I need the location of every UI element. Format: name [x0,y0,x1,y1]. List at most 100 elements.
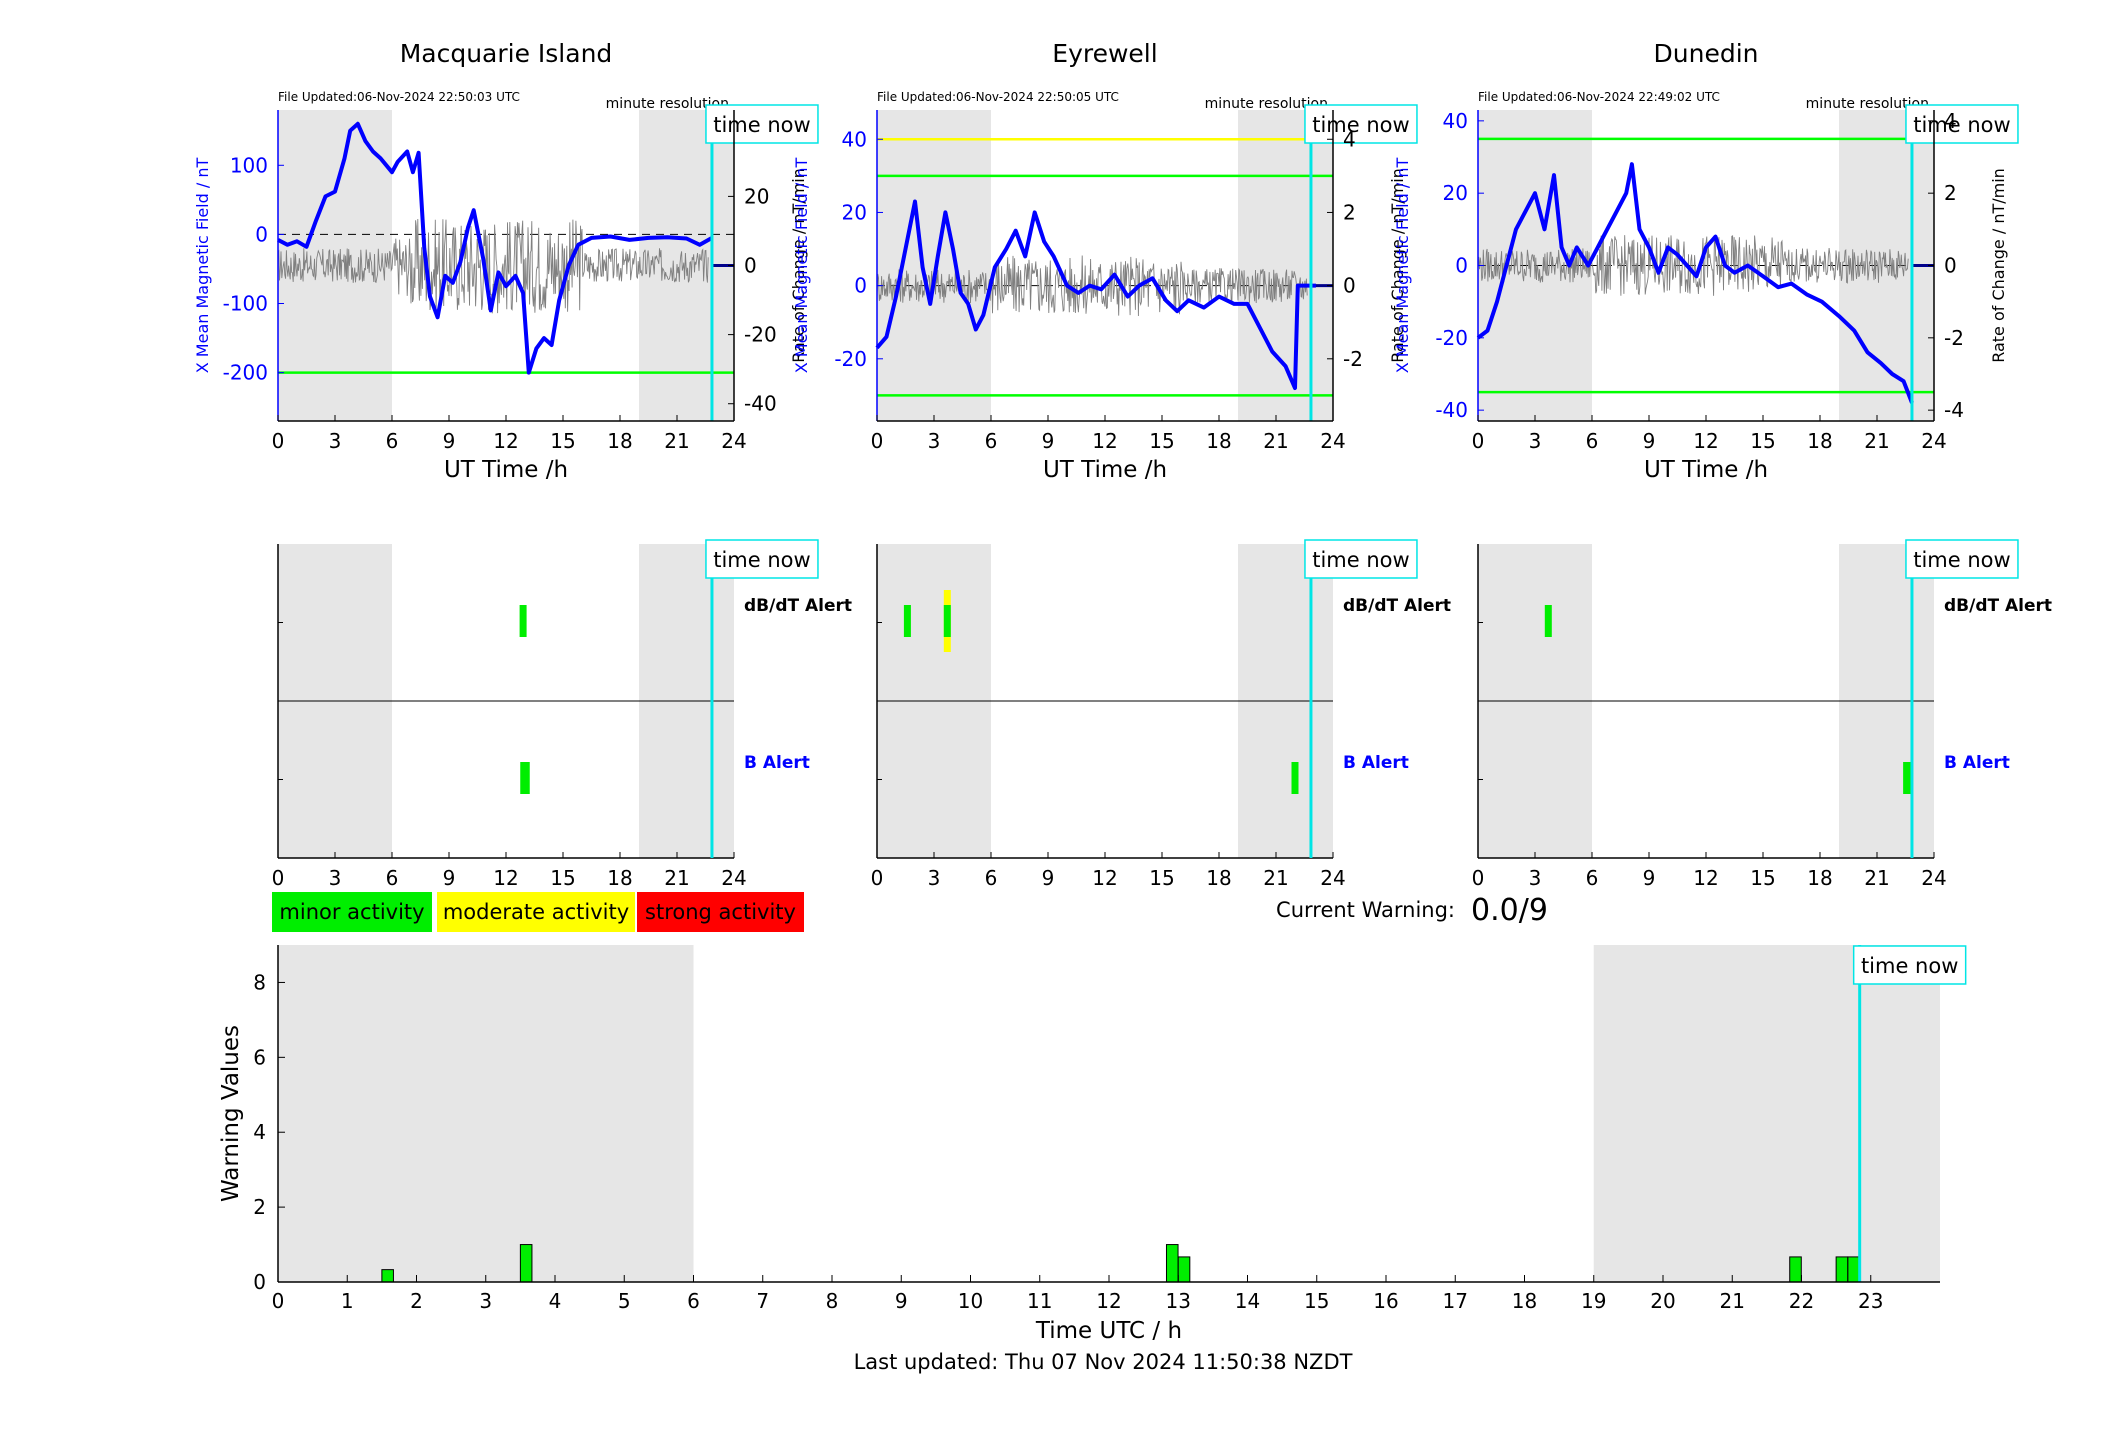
macquarie-alert-panel: time now dB/dT Alert B Alert 0 3 6 9 12 15 18 21 24 [272,539,852,890]
warning-x-tick-label: 4 [549,1289,562,1313]
warning-x-tick-label: 9 [895,1289,908,1313]
eyrewell-dbdt-alert-label: dB/dT Alert [1343,596,1451,616]
eyrewell-alert-x-tick-label: 21 [1263,866,1288,890]
warning-y-tick-label: 8 [253,970,266,994]
warning-x-tick-label: 14 [1235,1289,1260,1313]
macquarie-island-alert-x-tick-label: 9 [443,866,456,890]
warning-x-tick-label: 10 [958,1289,983,1313]
eyrewell-x-tick-label: 18 [1206,429,1231,453]
dunedin-rate-axis-label: Rate of Change / nT/min [1989,168,2008,363]
legend-label-minor: minor activity [279,900,424,924]
warning-bar [1847,1256,1860,1283]
warning-x-tick-label: 3 [479,1289,492,1313]
eyrewell-b-alert-mark [1291,762,1299,794]
warning-y-tick-label: 6 [253,1045,266,1069]
dunedin-alert-time-now-label: time now [1913,548,2010,572]
legend-label-strong: strong activity [645,900,796,924]
warning-night-shade [1593,945,1940,1282]
dunedin-alert-time-now-box [1905,539,2019,579]
legend-swatch-minor [272,892,432,932]
macquarie-island-x-label: UT Time /h [444,457,568,483]
warning-x-tick-label: 5 [618,1289,631,1313]
dunedin-alert-x-tick-label: 0 [1472,866,1485,890]
eyrewell-field-series [875,199,1316,391]
dunedin-alert-x-tick-label: 3 [1529,866,1542,890]
warning-x-tick-label: 23 [1858,1289,1883,1313]
macquarie-island-dbdt-alert-label: dB/dT Alert [744,596,852,616]
warning-time-now-box [1852,945,1967,985]
macquarie-island-alert-x-tick-label: 24 [721,866,746,890]
dunedin-field-series [1476,162,1914,404]
warning-y-tick-label: 0 [253,1270,266,1294]
macquarie-island-field-series [277,121,713,375]
macquarie-island-rate-tick-label: 20 [744,184,769,208]
dunedin-time-now-box [1905,104,2019,144]
warning-night-shade [278,945,694,1282]
dunedin-x-tick-label: 0 [1472,429,1485,453]
warning-x-tick-label: 7 [756,1289,769,1313]
eyrewell-rate-trace [876,255,1308,317]
macquarie-island-field-tick-label: 0 [255,222,268,246]
legend-swatch-strong [637,892,804,932]
dunedin-x-tick-label: 12 [1693,429,1718,453]
macquarie-island-alert-x-tick-label: 18 [607,866,632,890]
dunedin-field-tick-label: -20 [1435,326,1468,350]
macquarie-island-x-tick-label: 3 [329,429,342,453]
macquarie-island-x-tick-label: 0 [272,429,285,453]
eyrewell-rate-axis-label: Rate of Change / nT/min [1388,168,1407,363]
activity-legend: minor activity moderate activity strong ac… [272,892,804,932]
eyrewell-field-panel: Eyrewell File Updated:06-Nov-2024 22:50:0… [792,39,1418,483]
warning-x-tick-label: 19 [1581,1289,1606,1313]
warning-x-tick-label: 18 [1512,1289,1537,1313]
eyrewell-rate-tick-label: 2 [1343,200,1356,224]
dunedin-alert-x-tick-label: 12 [1693,866,1718,890]
warning-bar [1789,1256,1802,1283]
warning-x-tick-label: 12 [1096,1289,1121,1313]
dunedin-rate-tick-label: 4 [1944,109,1957,133]
dunedin-rate-tick-label: 0 [1944,254,1957,278]
macquarie-island-field-tick-label: -200 [223,361,268,385]
eyrewell-dbdt-alert-mark [903,605,911,637]
dunedin-field-tick-label: 0 [1455,254,1468,278]
eyrewell-alert-x-tick-label: 3 [928,866,941,890]
current-warning-label: Current Warning: [1276,898,1455,922]
eyrewell-alert-time-now-label: time now [1312,548,1409,572]
dunedin-alert-x-tick-label: 24 [1921,866,1946,890]
dunedin-field-tick-label: 20 [1443,181,1468,205]
eyrewell-field-axis-label: X Mean Magnetic Field / nT [792,158,811,374]
warning-x-tick-label: 6 [687,1289,700,1313]
eyrewell-field-tick-label: 40 [842,127,867,151]
eyrewell-alert-x-tick-label: 9 [1042,866,1055,890]
eyrewell-resolution-label: minute resolution [1205,96,1328,112]
warning-x-tick-label: 8 [826,1289,839,1313]
warning-time-now-label: time now [1861,954,1958,978]
dunedin-dbdt-alert-label: dB/dT Alert [1944,596,2052,616]
macquarie-island-x-tick-label: 18 [607,429,632,453]
macquarie-island-alert-x-tick-label: 3 [329,866,342,890]
warning-bar [519,1244,533,1283]
macquarie-island-rate-tick-label: -20 [744,323,777,347]
dunedin-x-tick-label: 18 [1807,429,1832,453]
eyrewell-alert-x-tick-label: 15 [1149,866,1174,890]
macquarie-island-alert-x-tick-label: 21 [664,866,689,890]
eyrewell-x-tick-label: 24 [1320,429,1345,453]
macquarie-island-b-alert-label: B Alert [744,753,810,773]
dunedin-x-tick-label: 24 [1921,429,1946,453]
eyrewell-x-label: UT Time /h [1043,457,1167,483]
eyrewell-title: Eyrewell [1052,39,1157,68]
macquarie-island-field-tick-label: -100 [223,292,268,316]
dunedin-alert-x-tick-label: 15 [1750,866,1775,890]
dunedin-field-panel: Dunedin File Updated:06-Nov-2024 22:49:02… [1393,39,2019,483]
dunedin-title: Dunedin [1654,39,1759,68]
eyrewell-alert-x-tick-label: 18 [1206,866,1231,890]
eyrewell-rate-tick-label: 0 [1343,274,1356,298]
warning-y-label: Warning Values [218,1025,244,1202]
dunedin-alert-x-tick-label: 9 [1643,866,1656,890]
macquarie-island-alert-time-now-label: time now [713,548,810,572]
warning-x-tick-label: 22 [1789,1289,1814,1313]
dunedin-x-tick-label: 9 [1643,429,1656,453]
macquarie-island-alert-time-now-box [705,539,819,579]
warning-x-tick-label: 17 [1443,1289,1468,1313]
dunedin-rate-tick-label: -4 [1944,398,1964,422]
